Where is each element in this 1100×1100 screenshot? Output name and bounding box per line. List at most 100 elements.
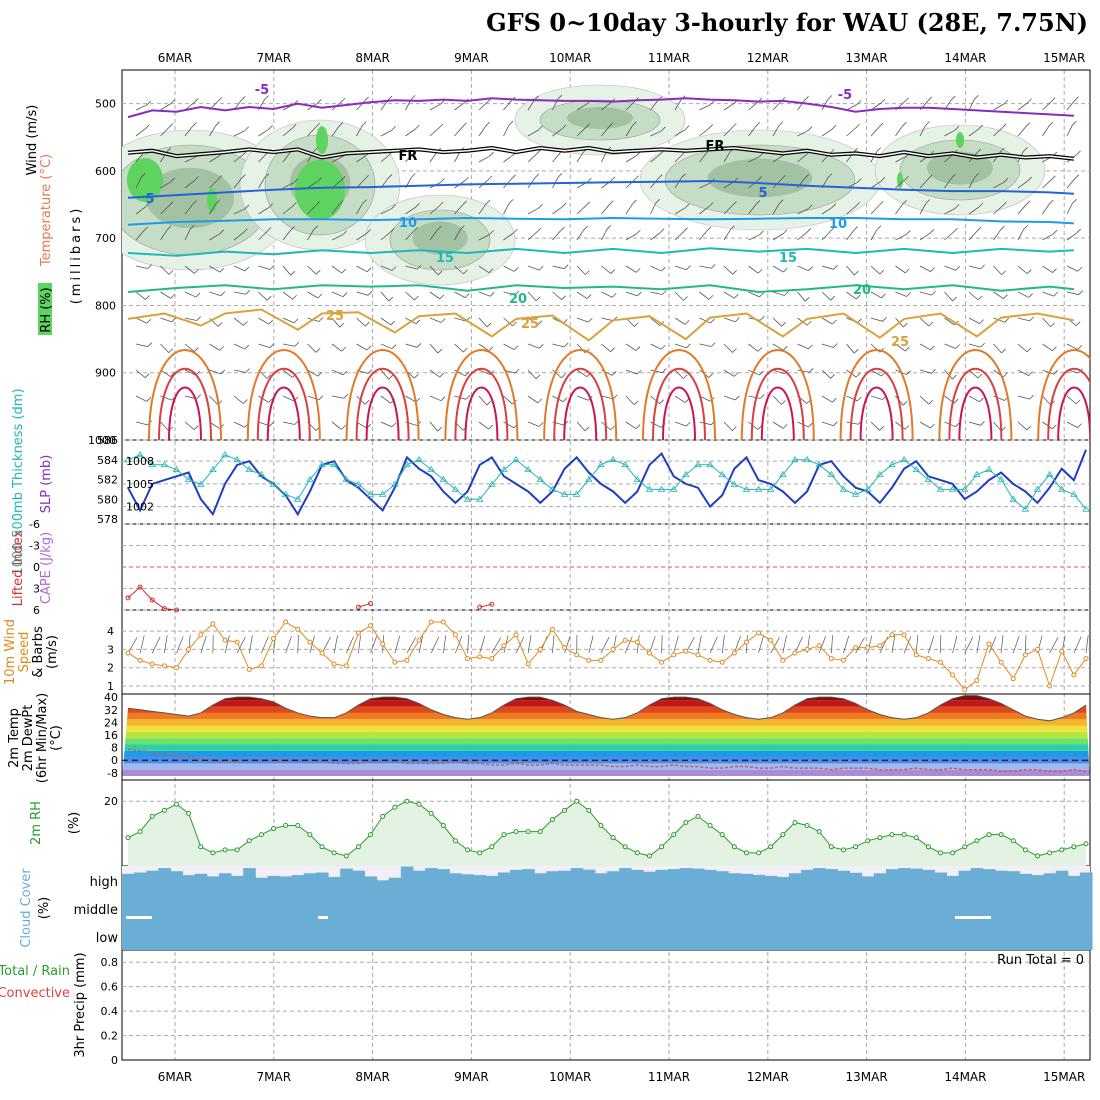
wind-barb: [748, 265, 759, 274]
wind-barb-flag: [952, 374, 957, 380]
dewpoint-line: [127, 748, 1087, 773]
wind-barb: [233, 343, 246, 350]
wind-barb-flag: [661, 266, 666, 272]
cloud-low-bar: [776, 892, 790, 950]
wind-barb-flag: [536, 453, 540, 457]
wind-tick: 4: [107, 625, 114, 638]
wind-barb-flag: [513, 267, 519, 272]
wind-barb-flag: [661, 368, 667, 373]
isotherm-label: 25: [326, 309, 344, 324]
wind-barb-flag: [1003, 372, 1008, 378]
wind10-barb: [697, 635, 702, 654]
rh2m-marker: [125, 835, 131, 841]
wind-barb: [552, 343, 565, 348]
cloud-high-bar: [1043, 873, 1057, 892]
wind-barb: [944, 265, 956, 271]
wind10-marker: [1059, 648, 1065, 654]
wind-barb-flag: [686, 343, 691, 349]
wind10-marker: [986, 641, 992, 647]
isotherm-warm: [938, 349, 1013, 440]
wind-barb: [772, 100, 782, 111]
rh-high-shade: [316, 126, 328, 154]
wind-barb: [993, 395, 1005, 401]
wind10-barb: [321, 637, 331, 654]
cloud-low-bar: [291, 892, 305, 950]
wind-barb: [135, 421, 148, 426]
wind-barb-flag: [266, 374, 272, 379]
wind-barb: [919, 369, 932, 374]
cloud-low-bar: [546, 892, 559, 950]
wind-barb-flag: [293, 318, 299, 324]
wind-barb: [674, 291, 684, 301]
wind-barb: [675, 448, 683, 457]
wind-barb: [601, 151, 608, 163]
wind-barb-flag: [189, 224, 195, 230]
thickness-marker: [536, 475, 545, 482]
wind-barb-flag: [832, 319, 837, 325]
wind-barb: [576, 127, 586, 137]
wind-barb: [870, 317, 883, 322]
cloud-low-bar: [861, 892, 875, 950]
wind-barb-flag: [632, 121, 637, 127]
wind-barb: [282, 127, 293, 137]
wind-barb-flag: [979, 319, 984, 324]
wind-barb: [454, 126, 463, 137]
cloud-low-bar: [934, 892, 948, 950]
temp-band: [122, 763, 1090, 770]
wind-barb: [258, 265, 271, 270]
wind-barb-flag: [879, 426, 884, 431]
cloud-low-bar: [194, 892, 208, 950]
wind-barb: [209, 179, 219, 189]
wind-barb-flag: [1025, 200, 1031, 206]
cloud-low-bar: [837, 892, 851, 950]
wind-barb: [748, 180, 759, 189]
cloud-high-bar: [461, 874, 475, 892]
wind-barb-flag: [1003, 294, 1008, 299]
wind-barb-flag: [830, 227, 835, 232]
wind-barb-flag: [732, 348, 737, 353]
wind10-marker: [816, 643, 822, 649]
wind-barb: [625, 125, 633, 137]
wind-barb-flag: [318, 317, 324, 322]
wind-barb-flag: [1052, 229, 1058, 235]
wind-barb: [478, 234, 490, 241]
cloud-low-bar: [740, 892, 754, 950]
wind10-marker: [1022, 652, 1028, 658]
cloud-high-bar: [182, 875, 196, 892]
isotherm-label: 25: [521, 317, 539, 332]
cloud-high-bar: [328, 876, 341, 892]
wind-barb: [1042, 421, 1053, 430]
wind-barb-flag: [1052, 268, 1057, 273]
cloud-ylabel: Cloud Cover: [19, 868, 34, 948]
wind-barb: [821, 343, 834, 348]
wind-barb: [993, 205, 1003, 215]
wind-barb: [503, 343, 515, 350]
cloud-low-bar: [449, 892, 462, 950]
wind-barb-flag: [464, 176, 469, 182]
wind-barb-flag: [390, 320, 395, 326]
wind-barb-flag: [487, 175, 493, 181]
wind-barb-flag: [367, 291, 373, 296]
thickness-marker: [1045, 470, 1054, 477]
wind10-marker: [549, 626, 555, 632]
thickness-marker: [245, 465, 253, 473]
temp-band: [122, 731, 1090, 739]
wind-barb: [625, 421, 637, 430]
wind-barb: [478, 203, 487, 215]
isotherm-warm: [444, 349, 519, 440]
wind-barb: [993, 229, 1001, 241]
wind-barb: [1066, 395, 1077, 405]
cloud-high-bar: [485, 875, 499, 892]
wind-barb-flag: [855, 123, 860, 129]
wind-barb: [160, 317, 172, 323]
rh2m-marker: [198, 844, 204, 850]
wind-barb: [135, 128, 146, 137]
wind-barb: [994, 448, 1004, 455]
wind-barb-flag: [955, 344, 960, 349]
wind10-barb: [333, 635, 338, 654]
wind-barb-flag: [755, 122, 761, 127]
wind10-marker: [404, 657, 410, 663]
cloud-high-bar: [740, 873, 754, 892]
thickness-marker: [669, 485, 678, 492]
wind-barb: [945, 448, 953, 457]
